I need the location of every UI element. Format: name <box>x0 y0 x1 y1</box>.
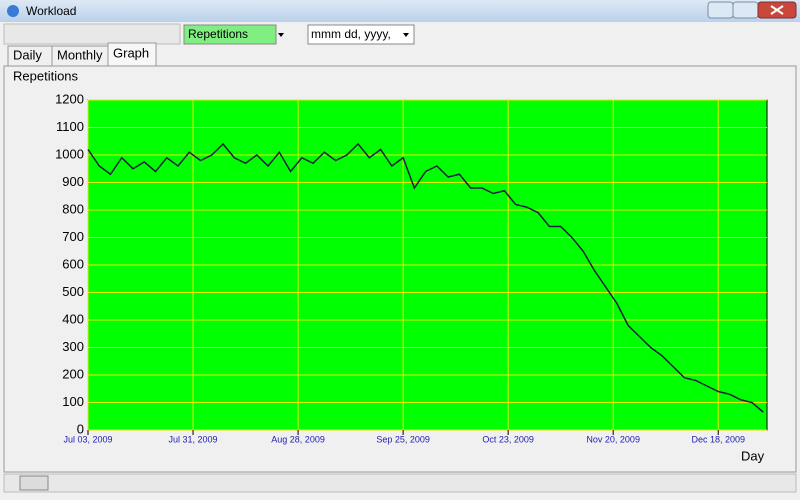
metric-value: Repetitions <box>188 27 248 41</box>
app-icon <box>7 5 19 17</box>
y-tick-label: 1200 <box>55 91 84 106</box>
title-bar <box>0 0 800 22</box>
date-format-dropdown[interactable] <box>307 24 415 45</box>
maximize-button[interactable] <box>732 1 759 19</box>
y-tick-label: 800 <box>62 201 84 216</box>
x-tick-label: Aug 28, 2009 <box>271 434 325 444</box>
date-format-value: mmm dd, yyyy, <box>311 27 391 41</box>
y-tick-label: 700 <box>62 229 84 244</box>
y-tick-label: 900 <box>62 174 84 189</box>
y-tick-label: 1000 <box>55 146 84 161</box>
y-tick-label: 600 <box>62 256 84 271</box>
x-tick-label: Nov 20, 2009 <box>586 434 640 444</box>
y-tick-label: 100 <box>62 394 84 409</box>
toolbar-buttons[interactable] <box>3 23 181 45</box>
x-tick-label: Dec 18, 2009 <box>691 434 745 444</box>
x-axis-label: Day <box>741 448 765 463</box>
data-line <box>87 142 764 413</box>
window-title: Workload <box>26 4 76 18</box>
y-tick-label: 300 <box>62 339 84 354</box>
x-tick-label: Sep 25, 2009 <box>376 434 430 444</box>
x-tick-label: Oct 23, 2009 <box>482 434 534 444</box>
tab-label: Daily <box>13 47 42 62</box>
metric-dropdown[interactable] <box>183 24 277 45</box>
y-tick-label: 0 <box>77 421 84 436</box>
scroll-thumb[interactable] <box>19 475 49 491</box>
close-icon <box>770 5 784 15</box>
y-tick-label: 200 <box>62 366 84 381</box>
y-tick-label: 500 <box>62 284 84 299</box>
dropdown-arrow <box>403 33 409 37</box>
scrollbar[interactable] <box>3 473 797 493</box>
tab-label: Graph <box>113 45 149 60</box>
x-tick-label: Jul 31, 2009 <box>169 434 218 444</box>
y-tick-label: 400 <box>62 311 84 326</box>
tab-label: Monthly <box>57 47 103 62</box>
y-tick-label: 1100 <box>56 119 84 134</box>
dropdown-arrow <box>278 33 284 37</box>
plot: 0 100 200 300 400 500 600 700 800 900 1000 1100 1200… <box>55 91 768 444</box>
y-axis-label: Repetitions <box>13 68 79 83</box>
x-tick-label: Jul 03, 2009 <box>63 434 112 444</box>
minimize-button[interactable] <box>707 1 734 19</box>
